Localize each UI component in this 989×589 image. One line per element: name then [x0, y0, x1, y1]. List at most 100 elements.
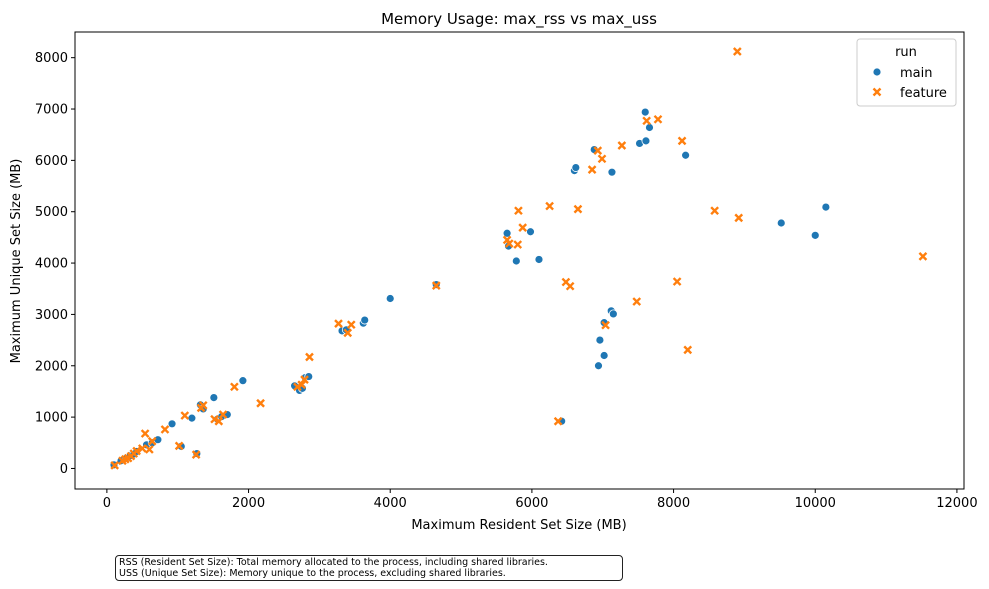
x-tick-label: 4000	[374, 496, 407, 511]
y-tick-label: 3000	[35, 308, 68, 323]
point-feature	[147, 436, 157, 446]
point-feature	[601, 320, 610, 330]
axis-ticks: 0 2000 4000 6000 8000 10000 12000 0 1000 2000 3000…	[35, 51, 978, 511]
point-feature	[504, 239, 514, 248]
point-main	[571, 163, 581, 172]
point-feature	[305, 352, 314, 362]
point-main	[640, 107, 650, 117]
legend-box	[856, 38, 957, 107]
legend-title: run	[895, 45, 917, 60]
point-feature	[431, 281, 441, 291]
point-feature	[334, 319, 343, 329]
point-feature	[145, 445, 154, 454]
point-feature	[174, 441, 184, 451]
point-main	[776, 218, 786, 228]
point-feature	[653, 114, 663, 124]
annotation-uss: USS (Unique Set Size): Memory unique to …	[119, 568, 506, 579]
point-feature	[683, 345, 693, 355]
y-tick-label: 5000	[35, 205, 68, 220]
y-tick-label: 6000	[35, 154, 68, 169]
point-main	[238, 376, 248, 386]
legend-label-main: main	[900, 66, 932, 81]
point-feature	[300, 375, 309, 384]
point-main	[599, 351, 609, 360]
x-tick-label: 6000	[515, 496, 548, 511]
legend: run main feature	[856, 38, 957, 107]
y-tick-label: 1000	[35, 411, 68, 426]
point-main	[534, 255, 544, 264]
point-main	[607, 167, 617, 177]
x-tick-label: 10000	[795, 496, 836, 511]
x-tick-label: 2000	[232, 496, 265, 511]
point-feature	[565, 281, 575, 291]
point-feature	[587, 165, 597, 174]
point-feature	[597, 154, 607, 164]
point-feature	[191, 450, 201, 459]
annotation-rss: RSS (Resident Set Size): Total memory al…	[119, 557, 548, 568]
point-feature	[214, 416, 224, 426]
point-feature	[573, 204, 583, 214]
point-feature	[672, 277, 682, 286]
point-feature	[140, 429, 150, 438]
point-feature	[918, 252, 928, 261]
point-feature	[593, 146, 603, 155]
y-tick-label: 7000	[35, 103, 68, 118]
point-main	[526, 227, 535, 237]
point-feature	[180, 411, 190, 420]
point-feature	[343, 328, 353, 338]
point-main	[209, 393, 219, 403]
point-feature	[198, 400, 208, 410]
point-main	[608, 309, 618, 319]
x-tick-label: 8000	[657, 496, 690, 511]
point-main	[360, 315, 370, 325]
point-main	[594, 361, 603, 371]
point-main	[167, 419, 177, 429]
point-feature	[518, 223, 528, 232]
point-feature	[110, 461, 120, 470]
y-tick-label: 0	[60, 462, 68, 477]
point-main	[810, 230, 820, 240]
annotation-box: RSS (Resident Set Size): Total memory al…	[115, 555, 623, 581]
chart-title: Memory Usage: max_rss vs max_uss	[381, 10, 657, 29]
point-main	[511, 256, 521, 266]
point-main	[385, 294, 395, 303]
plot-area	[74, 31, 965, 490]
legend-marker-feature	[872, 87, 882, 97]
legend-label-feature: feature	[900, 86, 947, 101]
point-feature	[710, 206, 720, 216]
point-feature	[632, 297, 642, 306]
point-main	[502, 228, 512, 238]
y-tick-label: 2000	[35, 359, 68, 374]
x-axis-label: Maximum Resident Set Size (MB)	[411, 518, 626, 533]
point-main	[681, 150, 691, 160]
point-feature	[297, 380, 307, 390]
point-feature	[137, 444, 147, 453]
point-feature	[346, 320, 356, 330]
point-feature	[553, 416, 563, 426]
point-main	[187, 413, 197, 423]
point-main	[595, 335, 605, 345]
y-axis-label: Maximum Unique Set Size (MB)	[9, 159, 24, 364]
point-feature	[732, 47, 742, 56]
point-feature	[132, 446, 141, 456]
x-tick-label: 12000	[936, 496, 977, 511]
x-tick-label: 0	[103, 496, 111, 511]
point-main	[821, 202, 831, 212]
point-main	[641, 136, 651, 146]
point-feature	[734, 213, 744, 223]
point-feature	[218, 410, 228, 419]
y-tick-label: 8000	[35, 51, 68, 66]
point-feature	[230, 382, 239, 392]
data-points	[109, 47, 928, 470]
point-feature	[545, 201, 554, 211]
point-feature	[256, 398, 265, 408]
legend-marker-main	[872, 67, 882, 77]
point-feature	[642, 116, 652, 126]
point-feature	[617, 141, 627, 150]
point-feature	[514, 206, 523, 216]
y-tick-label: 4000	[35, 257, 68, 272]
point-feature	[513, 240, 523, 249]
point-feature	[160, 425, 170, 434]
point-feature	[677, 136, 687, 146]
